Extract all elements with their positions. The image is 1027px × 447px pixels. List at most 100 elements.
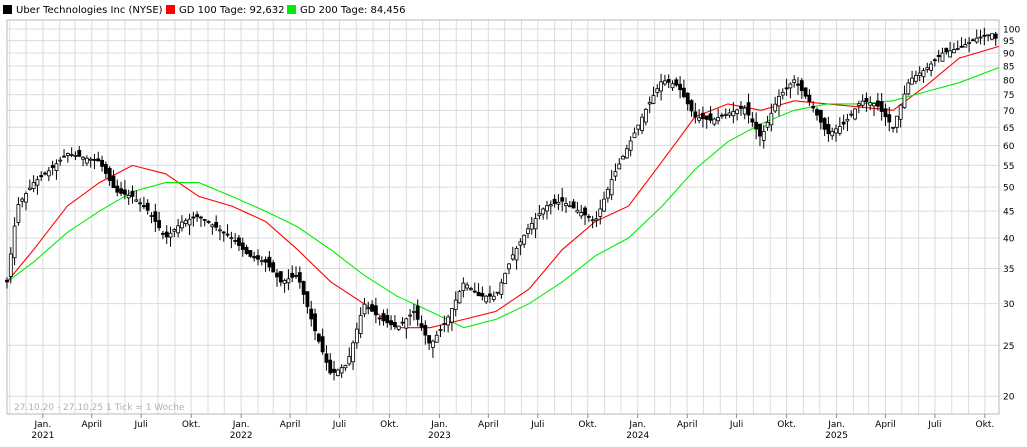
x-tick-label: April — [478, 420, 499, 430]
candle-body — [54, 163, 59, 172]
candle-body — [693, 111, 698, 118]
candle-body — [168, 232, 173, 238]
candle-body — [457, 291, 462, 304]
candle-body — [579, 212, 584, 217]
y-tick-label: 75 — [1003, 91, 1014, 101]
candle-body — [849, 113, 854, 116]
candle-body — [742, 107, 747, 115]
candle-body — [358, 315, 363, 334]
candle-body — [708, 113, 713, 121]
candle-body — [392, 322, 397, 328]
candle-body — [218, 229, 222, 232]
candle-body — [484, 295, 489, 303]
candle-body — [290, 272, 295, 278]
candle-body — [990, 33, 994, 40]
candle-body — [472, 290, 477, 293]
candle-body — [796, 83, 800, 86]
candle-body — [556, 201, 561, 205]
candle-body — [305, 291, 310, 308]
candle-body — [784, 87, 789, 90]
gridlines — [7, 20, 999, 414]
y-tick-label: 65 — [1003, 124, 1014, 134]
candle-body — [149, 215, 154, 217]
candle-body — [431, 340, 435, 348]
candle-body — [853, 108, 857, 120]
candle-body — [773, 103, 778, 112]
candle-body — [396, 325, 401, 330]
candle-body — [769, 112, 774, 126]
candle-body — [138, 202, 142, 205]
candle-body — [88, 158, 93, 161]
candle-body — [697, 117, 702, 121]
candle-body — [739, 105, 743, 109]
legend: Uber Technologies Inc (NYSE) GD 100 Tage… — [3, 5, 406, 16]
legend-swatch-gd100 — [166, 5, 175, 14]
candle-body — [910, 77, 914, 85]
candle-body — [659, 81, 663, 92]
candle-body — [856, 103, 861, 107]
candle-body — [256, 255, 260, 260]
candle-body — [818, 109, 823, 123]
candle-body — [522, 234, 527, 245]
candle-body — [640, 116, 644, 131]
candle-body — [73, 154, 78, 157]
candle-body — [567, 205, 572, 208]
candle-body — [632, 132, 637, 139]
candle-body — [929, 63, 933, 71]
candle-body — [415, 305, 420, 320]
candle-body — [864, 98, 869, 103]
candle-body — [777, 96, 781, 107]
candle-body — [662, 80, 667, 85]
candle-body — [826, 123, 831, 135]
candle-body — [278, 271, 283, 283]
candle-body — [682, 87, 686, 98]
candle-body — [275, 272, 279, 278]
candle-body — [507, 263, 511, 270]
candle-body — [792, 79, 797, 83]
candle-body — [564, 203, 568, 206]
candle-body — [476, 291, 481, 297]
candle-body — [244, 247, 249, 254]
candle-body — [263, 259, 268, 263]
candle-body — [583, 207, 587, 216]
candle-body — [107, 167, 112, 181]
candle-body — [971, 39, 975, 42]
x-tick-label: Okt. — [380, 420, 399, 430]
candle-body — [605, 188, 610, 199]
candle-body — [526, 228, 530, 235]
candle-body — [176, 225, 181, 234]
candle-body — [46, 170, 51, 177]
candle-body — [560, 197, 565, 202]
candle-body — [24, 193, 28, 203]
candle-body — [195, 214, 200, 218]
candle-body — [423, 324, 428, 336]
candle-body — [191, 216, 196, 219]
candle-body — [636, 124, 641, 130]
candle-body — [875, 100, 880, 107]
candle-body — [701, 112, 705, 120]
candle-body — [545, 205, 549, 212]
candle-body — [780, 91, 785, 96]
candle-body — [879, 101, 884, 112]
x-tick-label: Jan. — [232, 420, 250, 430]
candle-body — [514, 247, 519, 261]
legend-swatch-gd200 — [287, 5, 296, 14]
candle-body — [324, 353, 329, 363]
legend-label-price: Uber Technologies Inc (NYSE) — [16, 5, 163, 16]
candle-body — [986, 34, 991, 37]
candle-body — [373, 305, 378, 316]
candle-body — [77, 149, 82, 157]
candle-body — [221, 231, 226, 234]
candle-body — [370, 304, 374, 312]
candle-body — [84, 157, 89, 164]
y-tick-label: 35 — [1003, 265, 1014, 275]
legend-label-gd100: GD 100 Tage: 92,632 — [179, 5, 285, 16]
x-tick-label: Juli — [530, 420, 544, 430]
y-axis-ticks: 20 25 30 35 40 45 50 55 60 65 70 75 80 85 90 95 100 — [1003, 25, 1020, 402]
candle-body — [259, 260, 264, 263]
candle-body — [5, 279, 9, 283]
candle-body — [377, 317, 382, 320]
candle-body — [503, 272, 508, 284]
